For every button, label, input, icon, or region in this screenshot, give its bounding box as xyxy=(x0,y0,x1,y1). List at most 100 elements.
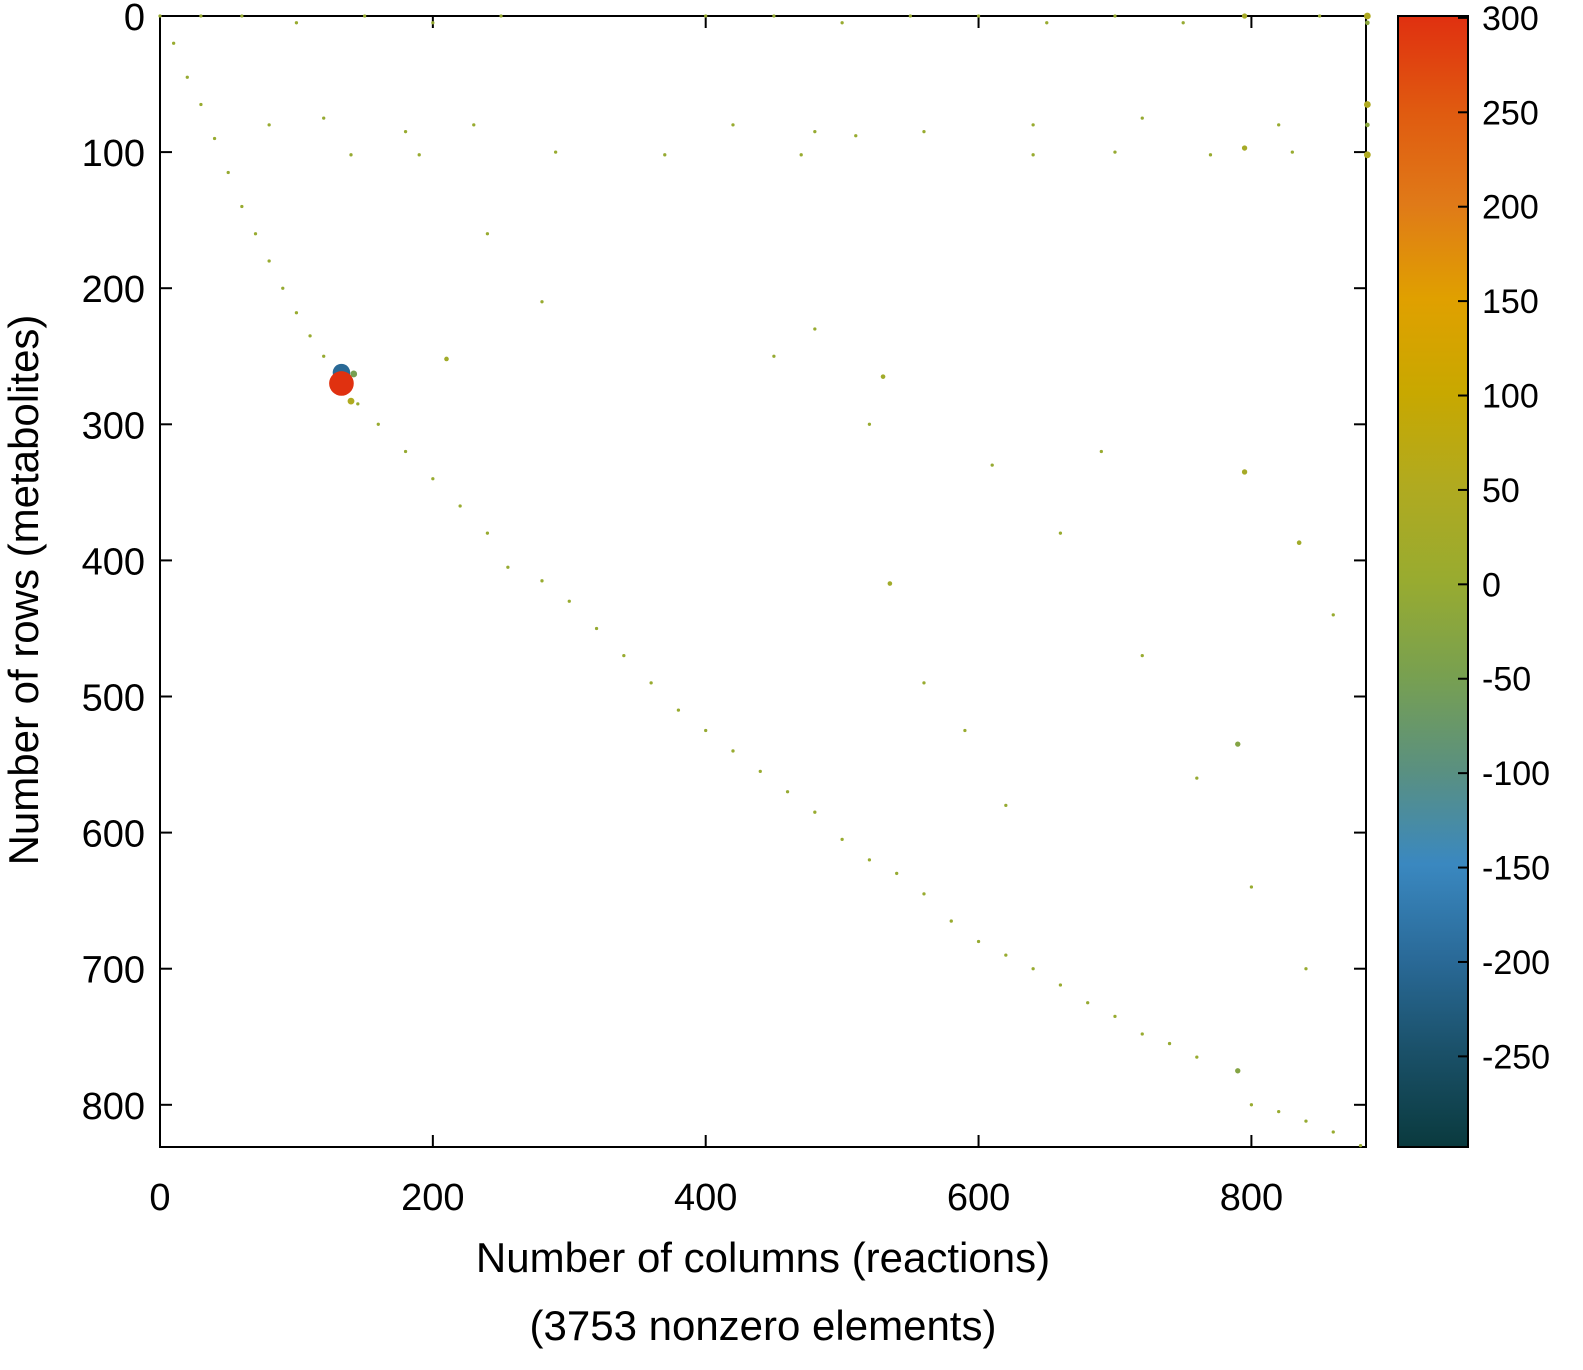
point xyxy=(253,232,258,236)
point xyxy=(240,14,244,18)
y-tick-label: 300 xyxy=(82,405,145,447)
point xyxy=(867,422,872,426)
colorbar-tick-label: -100 xyxy=(1482,755,1550,793)
point xyxy=(349,153,353,157)
point xyxy=(1304,1119,1308,1123)
y-tick-label: 400 xyxy=(82,541,145,583)
point xyxy=(976,14,981,18)
colorbar-tick-label: 250 xyxy=(1482,94,1539,132)
point xyxy=(1195,1055,1199,1059)
point xyxy=(458,504,462,508)
point xyxy=(376,422,380,426)
point xyxy=(350,370,358,378)
point xyxy=(949,919,953,923)
point xyxy=(840,21,844,25)
y-axis-label: Number of rows (metabolites) xyxy=(0,315,47,866)
point xyxy=(308,334,312,338)
point xyxy=(704,14,708,18)
point xyxy=(1113,150,1117,154)
point xyxy=(704,728,708,733)
point xyxy=(199,14,203,18)
point xyxy=(1099,449,1103,454)
point xyxy=(867,858,872,862)
point xyxy=(431,477,435,481)
point xyxy=(908,14,912,18)
colorbar-tick-label: 200 xyxy=(1482,189,1539,227)
point xyxy=(485,531,490,535)
point xyxy=(499,14,503,18)
point xyxy=(854,134,858,138)
point xyxy=(676,708,681,712)
colorbar-tick-label: 100 xyxy=(1482,378,1539,416)
point xyxy=(1113,14,1117,18)
colorbar-tick-label: -150 xyxy=(1482,850,1550,888)
point xyxy=(1045,21,1049,25)
colorbar xyxy=(1397,15,1469,1148)
point xyxy=(444,356,449,362)
point xyxy=(294,21,299,25)
point xyxy=(1031,967,1035,971)
point xyxy=(185,75,189,79)
y-tick-label: 800 xyxy=(82,1086,145,1128)
point xyxy=(1304,967,1308,971)
point xyxy=(472,123,476,127)
point xyxy=(322,354,326,358)
y-tick-label: 600 xyxy=(82,814,145,856)
point xyxy=(403,449,408,454)
point xyxy=(1363,12,1371,20)
point xyxy=(1365,20,1370,26)
point xyxy=(417,153,421,157)
point xyxy=(840,837,844,842)
point xyxy=(329,371,354,396)
point xyxy=(226,170,230,175)
point xyxy=(622,654,626,658)
point xyxy=(1208,153,1213,157)
point xyxy=(1140,1032,1144,1036)
y-tick-label: 700 xyxy=(82,950,145,992)
point xyxy=(1167,1041,1172,1046)
point xyxy=(1241,469,1248,475)
x-axis-label: Number of columns (reactions) xyxy=(476,1234,1050,1281)
point xyxy=(281,286,285,290)
point xyxy=(731,749,735,753)
point xyxy=(1113,1014,1117,1018)
y-tick-label: 200 xyxy=(82,269,145,311)
point xyxy=(1363,151,1371,159)
point xyxy=(1277,123,1281,127)
point xyxy=(758,769,762,773)
colorbar-tick-label: 50 xyxy=(1482,472,1520,510)
point xyxy=(294,311,299,315)
point xyxy=(895,871,899,876)
point xyxy=(540,300,544,304)
point xyxy=(1363,101,1371,108)
point xyxy=(1358,1144,1363,1148)
point xyxy=(322,116,326,120)
point xyxy=(922,130,926,134)
point xyxy=(1331,1130,1335,1134)
point xyxy=(976,939,981,944)
x-tick-label: 200 xyxy=(401,1177,464,1219)
point xyxy=(172,41,176,45)
point xyxy=(922,892,926,896)
point xyxy=(240,204,244,209)
point xyxy=(663,153,667,157)
point xyxy=(813,810,817,814)
colorbar-tick-label: -200 xyxy=(1482,944,1550,982)
point xyxy=(1331,613,1335,617)
y-tick-label: 500 xyxy=(82,678,145,720)
point xyxy=(431,21,435,25)
point xyxy=(567,599,571,603)
point xyxy=(1317,14,1322,18)
point xyxy=(363,14,367,18)
point xyxy=(199,102,203,107)
point xyxy=(1290,150,1294,154)
point xyxy=(403,130,408,134)
note: (3753 nonzero elements) xyxy=(530,1302,997,1349)
point xyxy=(1296,540,1302,546)
point xyxy=(267,123,271,127)
y-tick-label: 100 xyxy=(82,133,145,175)
point xyxy=(772,354,776,358)
point xyxy=(594,626,599,631)
point xyxy=(1195,776,1199,780)
